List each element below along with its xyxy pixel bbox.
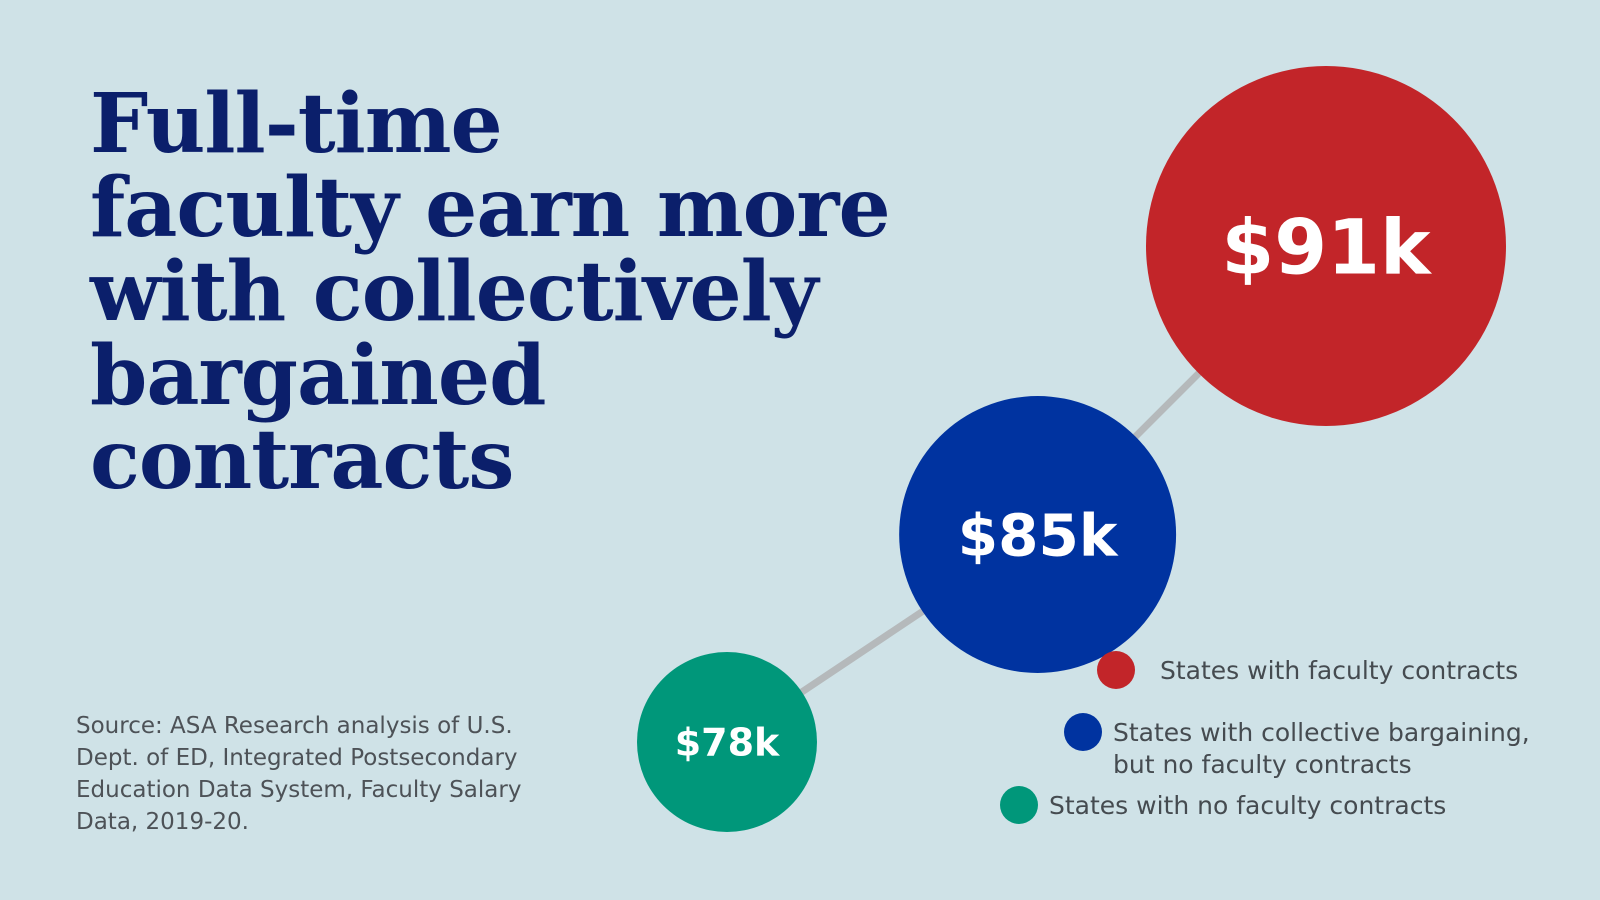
chart-title: Full-time faculty earn more with collect… (90, 82, 970, 502)
legend-label: States with collective bargaining, but no… (1113, 718, 1530, 779)
source-line: Dept. of ED, Integrated Postsecondary (76, 745, 518, 771)
title-line: with collectively (90, 244, 818, 340)
bubble-78 (637, 652, 817, 832)
legend-dot (1000, 786, 1038, 824)
title-line: bargained (90, 328, 546, 424)
bubble-value-label: $78k (675, 721, 780, 765)
legend-label: States with no faculty contracts (1049, 791, 1446, 820)
source-note: Source: ASA Research analysis of U.S. De… (76, 710, 546, 838)
legend-label: States with faculty contracts (1160, 656, 1518, 685)
title-line: Full-time (90, 76, 503, 172)
bubble-91 (1146, 66, 1506, 426)
source-line: Education Data System, Faculty Salary (76, 777, 522, 803)
source-line: Source: ASA Research analysis of U.S. (76, 713, 513, 739)
bubble-85 (899, 396, 1177, 673)
title-line: contracts (90, 412, 514, 508)
bubble-value-label: $91k (1221, 202, 1432, 291)
title-line: faculty earn more (90, 160, 891, 256)
legend-dot (1097, 651, 1135, 689)
bubble-value-label: $85k (958, 501, 1119, 569)
source-line: Data, 2019-20. (76, 809, 249, 835)
legend-dot (1064, 713, 1102, 751)
